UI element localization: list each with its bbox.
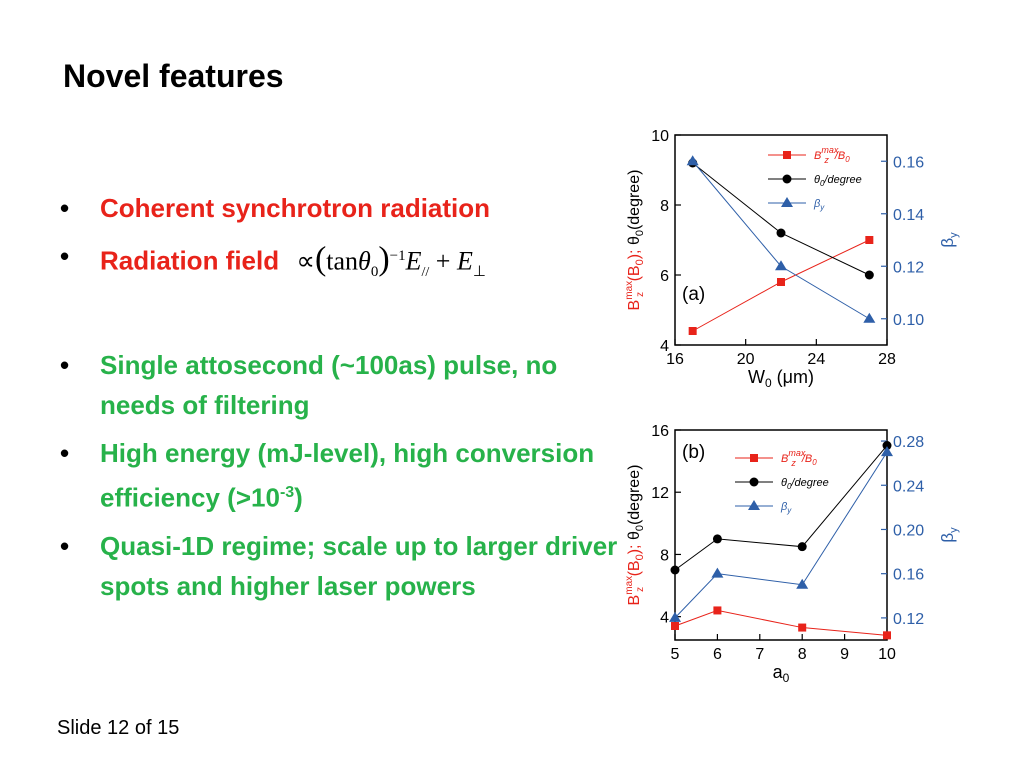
data-point [865,236,874,244]
bullet-text-end: ) [294,482,303,513]
bullet-radiation-field: • Radiation field ∝(tanθ0)−1E// + E⊥ [60,236,620,293]
y-tick-label: 8 [660,198,669,215]
x-tick-label: 16 [666,351,684,368]
slide-footer: Slide 12 of 15 [57,717,180,739]
y2-tick-label: 0.28 [893,434,924,451]
y2-tick-label: 0.12 [893,259,924,276]
radiation-formula: ∝(tanθ0)−1E// + E⊥ [296,240,486,280]
data-point [775,260,787,271]
data-point [686,155,699,166]
legend-marker [782,174,792,184]
bullet-list: • Coherent synchrotron radiation • Radia… [60,188,620,614]
y-tick-label: 8 [660,547,669,564]
bullet-dot-icon: • [60,530,70,561]
legend-marker [783,151,791,159]
data-point [863,312,876,323]
data-point [797,542,807,552]
bullet-dot-icon: • [60,241,70,271]
y-tick-label: 12 [651,485,669,502]
x-tick-label: 10 [878,646,896,663]
data-point [711,567,724,578]
data-point [883,631,891,640]
bullet-text: Single attosecond (~100as) pulse, no nee… [100,349,558,420]
y2-tick-label: 0.16 [893,154,924,171]
data-point [796,578,809,589]
bullet-dot-icon: • [60,437,70,468]
data-point [777,278,785,286]
slide-title: Novel features [63,58,284,94]
data-point [864,270,874,280]
bullet-coherent-radiation: • Coherent synchrotron radiation [60,188,620,228]
legend-marker [781,197,793,207]
x-tick-label: 8 [798,646,807,663]
y2-axis-label: βy [938,232,960,248]
data-point [776,228,786,238]
y-axis-label: Bmaxz (B0); θ0(degree) [624,465,646,606]
chart-a: 16 20 24 28 4 6 8 10 0.10 0.12 0.14 0.16 W0 (μm) Bmax… [624,128,960,390]
exponent: -3 [279,483,295,501]
bullet-dot-icon: • [60,349,70,380]
x-tick-label: 28 [878,351,896,368]
y2-tick-label: 0.24 [893,478,924,495]
panel-label: (a) [682,284,705,305]
legend-entry: βy [813,198,825,212]
legend-entry: βy [780,501,792,515]
x-tick-label: 5 [671,646,680,663]
data-point [881,446,893,457]
x-tick-label: 20 [737,351,755,368]
x-axis-label: W0 (μm) [748,367,814,390]
legend-marker [748,500,760,510]
bullet-dot-icon: • [60,193,70,223]
data-point [671,622,679,630]
data-point [670,565,680,575]
y-tick-label: 6 [660,268,669,285]
x-tick-label: 6 [713,646,722,663]
y-tick-label: 4 [660,338,669,355]
bullet-quasi-1d: • Quasi-1D regime; scale up to larger dr… [60,526,620,606]
legend-entry: θ0/degree [781,477,829,491]
legend-entry: Bmax z/B0 [814,145,850,165]
data-point [713,606,722,615]
series-line [674,445,888,571]
chart-b: 5 6 7 8 9 10 4 8 12 16 0.12 0.16 0.20 0.24 0.28 a0 Bmaxz… [624,423,960,685]
y2-tick-label: 0.10 [893,312,924,329]
legend-entry: Bmax z/B0 [781,448,817,468]
plot-frame [674,134,888,346]
bullet-text: Radiation field [100,245,280,276]
data-point [798,623,807,632]
bullet-high-energy: • High energy (mJ-level), high conversio… [60,433,620,518]
series-line [674,451,888,619]
y-tick-label: 10 [651,128,669,145]
legend-entry: θ0/degree [814,174,862,188]
bullet-attosecond-pulse: • Single attosecond (~100as) pulse, no n… [60,345,620,425]
y-axis-label: Bmaxz (B0); θ0(degree) [624,170,646,311]
data-point [669,611,681,622]
y-tick-label: 4 [660,610,669,627]
y2-axis-label: βy [938,527,960,543]
legend-marker [750,454,758,462]
y2-tick-label: 0.12 [893,611,924,628]
plot-frame [674,429,888,641]
x-tick-label: 24 [807,351,825,368]
y2-tick-label: 0.14 [893,207,924,224]
data-point [688,327,697,335]
data-point [882,441,892,451]
panel-label: (b) [682,442,705,463]
y2-tick-label: 0.16 [893,567,924,584]
bullet-text: Quasi-1D regime; scale up to larger driv… [100,530,618,601]
x-axis-label: a0 [773,662,790,685]
data-point [712,534,722,544]
x-tick-label: 7 [755,646,764,663]
bullet-text: High energy (mJ-level), high conversion … [100,437,595,513]
bullet-text: Coherent synchrotron radiation [100,193,491,223]
y2-tick-label: 0.20 [893,522,924,539]
series-line [674,609,888,636]
y-tick-label: 16 [651,423,669,440]
legend-marker [749,477,759,487]
x-tick-label: 9 [840,646,849,663]
